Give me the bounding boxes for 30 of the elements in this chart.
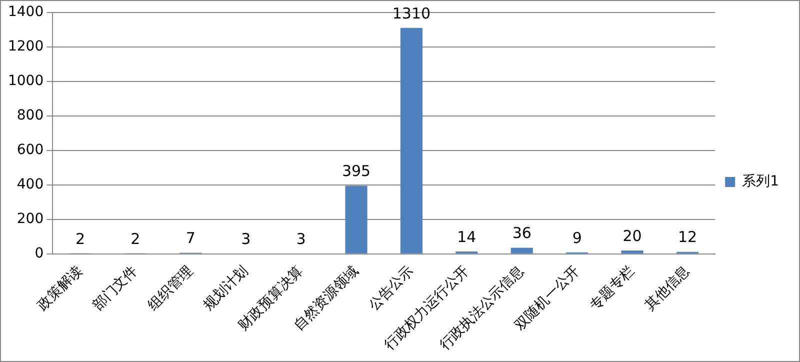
data-label: 12 (678, 228, 698, 246)
x-tick-label: 其他信息 (642, 262, 693, 314)
data-label: 2 (75, 230, 86, 248)
bar (510, 248, 533, 254)
y-tick-label: 200 (16, 211, 44, 228)
bar (400, 28, 423, 254)
y-tick-label: 1000 (8, 73, 44, 90)
data-label: 3 (296, 230, 306, 248)
x-tick-label: 部门文件 (90, 262, 141, 314)
data-label: 3 (241, 230, 251, 248)
data-label: 1310 (392, 4, 431, 22)
y-tick-label: 0 (34, 246, 44, 262)
y-tick-label: 1400 (8, 4, 44, 20)
x-tick-label: 专题专栏 (586, 262, 638, 314)
x-tick-label: 组织管理 (145, 262, 196, 314)
data-label: 9 (572, 228, 582, 247)
data-label: 7 (186, 229, 196, 248)
bar (345, 186, 368, 254)
data-label: 2 (130, 230, 140, 248)
data-label: 20 (622, 226, 642, 245)
x-tick-label: 政策解读 (34, 262, 86, 314)
bar (621, 250, 644, 254)
data-label: 14 (457, 228, 476, 246)
y-tick-label: 1200 (8, 38, 44, 55)
legend-label: 系列1 (742, 174, 780, 190)
data-label: 395 (342, 162, 371, 180)
y-tick-label: 800 (16, 108, 44, 124)
data-label: 36 (512, 224, 532, 242)
y-tick-label: 400 (16, 176, 44, 193)
y-tick-label: 600 (16, 142, 44, 158)
